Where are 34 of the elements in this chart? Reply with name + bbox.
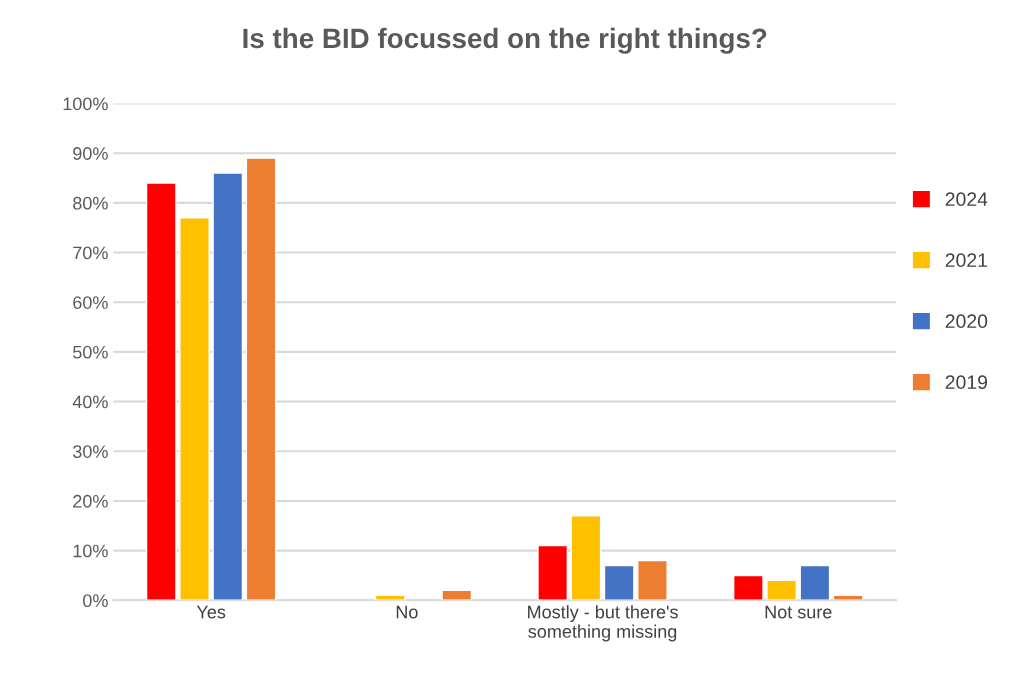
x-tick-label: Not sure [765, 605, 832, 619]
bar [766, 579, 797, 601]
x-tick-label: Yes [196, 605, 226, 619]
legend-label: 2020 [945, 314, 988, 329]
bar [537, 544, 569, 601]
y-tick-label: 90% [73, 147, 108, 160]
bar [179, 217, 210, 601]
y-tick-label: 0% [83, 594, 108, 608]
y-tick-label: 50% [73, 345, 108, 359]
y-tick-label: 30% [72, 445, 108, 458]
bar [799, 564, 831, 601]
chart-title: Is the BID focussed on the right things? [243, 27, 767, 54]
y-tick-label: 60% [73, 296, 108, 309]
bar [637, 559, 668, 601]
bar [732, 574, 764, 601]
y-tick-label: 10% [73, 544, 108, 558]
legend-label: 2019 [945, 375, 988, 390]
y-tick-label: 20% [73, 494, 108, 508]
y-tick-label: 70% [73, 246, 108, 260]
y-tick-label: 80% [73, 196, 108, 210]
bar [145, 182, 177, 601]
legend-label: 2024 [945, 192, 988, 207]
bar [441, 589, 473, 601]
bar [212, 172, 244, 601]
bar [603, 564, 635, 601]
bar [245, 157, 277, 601]
y-tick-label: 40% [72, 395, 108, 409]
bar [570, 515, 602, 601]
bar [374, 594, 406, 601]
legend-label: 2021 [945, 253, 988, 268]
x-tick-label: Mostly - but there's something missing [528, 605, 678, 642]
x-tick-label: No [396, 605, 418, 619]
bar [832, 594, 864, 601]
y-tick-label: 100% [63, 97, 108, 111]
